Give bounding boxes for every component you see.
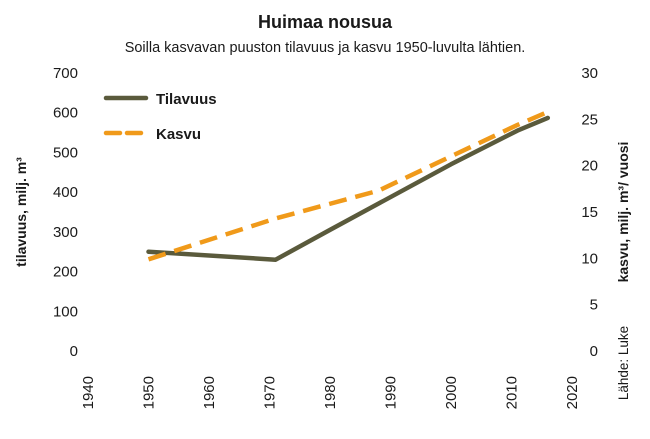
left-tick-label: 200 <box>53 264 78 281</box>
x-tick-label: 1960 <box>201 376 218 409</box>
right-axis-ticks: 0 5 10 15 20 25 30 <box>581 65 598 360</box>
left-tick-label: 400 <box>53 184 78 201</box>
left-tick-label: 600 <box>53 105 78 122</box>
legend: Tilavuus Kasvu <box>103 91 217 143</box>
left-tick-label: 100 <box>53 303 78 320</box>
left-tick-label: 300 <box>53 224 78 241</box>
right-tick-label: 10 <box>581 250 598 267</box>
left-tick-label: 0 <box>70 343 78 360</box>
series-line-tilavuus <box>146 115 551 262</box>
right-tick-label: 20 <box>581 158 598 175</box>
x-tick-label: 1950 <box>141 376 158 409</box>
series-layer <box>146 109 551 262</box>
x-tick-label: 1940 <box>80 376 97 409</box>
x-tick-label: 1990 <box>383 376 400 409</box>
right-tick-label: 25 <box>581 111 598 128</box>
chart-title: Huimaa nousua <box>258 12 393 32</box>
right-tick-label: 30 <box>581 65 598 82</box>
chart-subtitle: Soilla kasvavan puuston tilavuus ja kasv… <box>125 40 526 56</box>
left-tick-label: 700 <box>53 65 78 82</box>
x-tick-label: 2000 <box>443 376 460 409</box>
right-tick-label: 5 <box>590 297 598 314</box>
left-axis-label: tilavuus, milj. m³ <box>13 157 29 267</box>
x-axis-ticks: 1940 1950 1960 1970 1980 1990 2000 2010 2020 <box>80 376 581 409</box>
legend-label-kasvu: Kasvu <box>156 126 201 143</box>
left-axis-ticks: 0 100 200 300 400 500 600 700 <box>53 65 78 360</box>
x-tick-label: 1980 <box>322 376 339 409</box>
legend-label-tilavuus: Tilavuus <box>156 91 217 108</box>
right-tick-label: 0 <box>590 343 598 360</box>
x-tick-label: 2020 <box>564 376 581 409</box>
x-tick-label: 1970 <box>262 376 279 409</box>
series-line-kasvu <box>147 109 549 262</box>
x-tick-label: 2010 <box>504 376 521 409</box>
left-tick-label: 500 <box>53 144 78 161</box>
right-axis-label: kasvu, milj. m³/ vuosi <box>615 142 631 283</box>
source-label: Lähde: Luke <box>616 326 631 400</box>
right-tick-label: 15 <box>581 204 598 221</box>
